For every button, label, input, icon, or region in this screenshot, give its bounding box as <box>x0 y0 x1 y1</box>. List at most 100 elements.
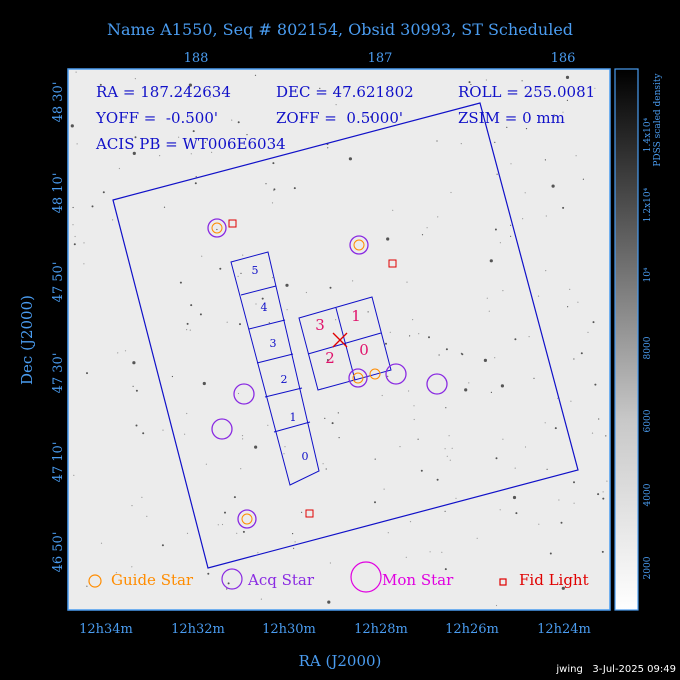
mon-legend-icon <box>350 561 382 593</box>
roll-value: ROLL = 255.0081 <box>458 83 595 101</box>
acq-star <box>237 509 257 529</box>
background-star <box>602 491 604 493</box>
background-star <box>102 191 105 194</box>
background-star <box>561 586 565 590</box>
background-star <box>544 159 547 161</box>
background-star <box>445 407 447 409</box>
background-star <box>510 235 512 237</box>
background-star <box>421 234 424 236</box>
background-star <box>444 568 447 571</box>
background-star <box>381 394 383 397</box>
background-star <box>464 388 468 392</box>
background-star <box>437 216 439 218</box>
guide-stars <box>211 222 381 525</box>
acis-i-array <box>298 296 392 391</box>
acq-stars <box>207 218 448 529</box>
background-star <box>107 143 109 145</box>
fid-light <box>228 219 237 228</box>
bottom-tick-label: 12h34m <box>79 622 133 637</box>
background-star <box>204 141 207 143</box>
background-star <box>560 521 563 524</box>
background-star <box>195 176 197 178</box>
background-star <box>546 468 548 470</box>
background-star <box>72 206 74 209</box>
chip-divider <box>264 387 303 398</box>
background-star <box>591 432 594 434</box>
background-star <box>602 497 605 500</box>
background-star <box>242 254 244 256</box>
background-star <box>524 446 527 448</box>
background-star <box>267 424 269 426</box>
left-tick-label: 48 30' <box>51 82 66 123</box>
background-star <box>553 114 555 116</box>
background-star <box>146 515 148 518</box>
guide-star <box>369 368 381 380</box>
colorbar-tick: 6000 <box>643 409 653 432</box>
background-star <box>500 384 504 388</box>
background-star <box>161 544 164 547</box>
background-star <box>117 352 119 354</box>
background-star <box>449 459 451 461</box>
background-star <box>399 446 401 448</box>
background-star <box>512 495 517 500</box>
left-tick-label: 47 30' <box>51 353 66 394</box>
background-star <box>237 275 239 277</box>
background-star <box>329 562 331 564</box>
colorbar-title: 1.4x10⁴ <box>643 117 653 152</box>
background-star <box>383 488 385 490</box>
background-star <box>551 184 555 188</box>
star-field <box>70 71 608 607</box>
background-star <box>392 209 394 211</box>
background-star <box>502 438 504 440</box>
top-tick-label: 187 <box>368 51 393 66</box>
background-star <box>273 189 275 192</box>
chip-label-3: 3 <box>315 316 325 334</box>
background-star <box>445 348 448 351</box>
background-star <box>159 155 161 157</box>
background-star <box>240 468 242 470</box>
background-star <box>575 155 577 157</box>
background-star <box>239 323 241 326</box>
background-star <box>327 600 331 604</box>
background-star <box>83 242 85 244</box>
background-star <box>488 310 490 312</box>
background-star <box>118 167 120 170</box>
left-tick-label: 46 50' <box>51 532 66 573</box>
guide-legend-icon <box>88 574 102 588</box>
background-star <box>86 585 88 587</box>
pointing-info: RA = 187.242634 DEC = 47.621802 ROLL = 2… <box>95 83 595 153</box>
background-star <box>260 598 262 600</box>
background-star <box>567 306 569 308</box>
acq-star <box>349 235 369 255</box>
background-star <box>370 115 373 118</box>
acq-star <box>348 368 368 388</box>
background-star <box>305 291 307 294</box>
background-star <box>554 427 557 430</box>
background-star <box>188 83 192 87</box>
background-star <box>70 124 74 128</box>
background-star <box>202 381 206 386</box>
chip-divider <box>273 421 311 433</box>
guide-star <box>211 222 223 234</box>
background-star <box>605 435 607 437</box>
background-star <box>521 80 523 82</box>
chip-label-1: 1 <box>290 411 297 424</box>
yoff-value: YOFF = -0.500' <box>95 109 218 127</box>
background-star <box>179 281 182 284</box>
legend: Guide Star Acq Star Mon Star Fid Light <box>88 561 589 593</box>
background-star <box>327 147 329 149</box>
background-star <box>237 121 240 124</box>
background-star <box>494 228 497 231</box>
acq-legend-icon <box>221 568 243 590</box>
background-star <box>573 358 575 360</box>
chip-divider <box>240 285 277 296</box>
background-star <box>337 412 339 414</box>
background-star <box>597 493 600 496</box>
background-star <box>231 119 233 121</box>
background-star <box>562 206 565 209</box>
background-star <box>112 219 114 221</box>
background-star <box>594 383 597 386</box>
background-star <box>73 243 76 246</box>
mon-legend-label: Mon Star <box>382 571 454 589</box>
background-star <box>255 303 257 305</box>
